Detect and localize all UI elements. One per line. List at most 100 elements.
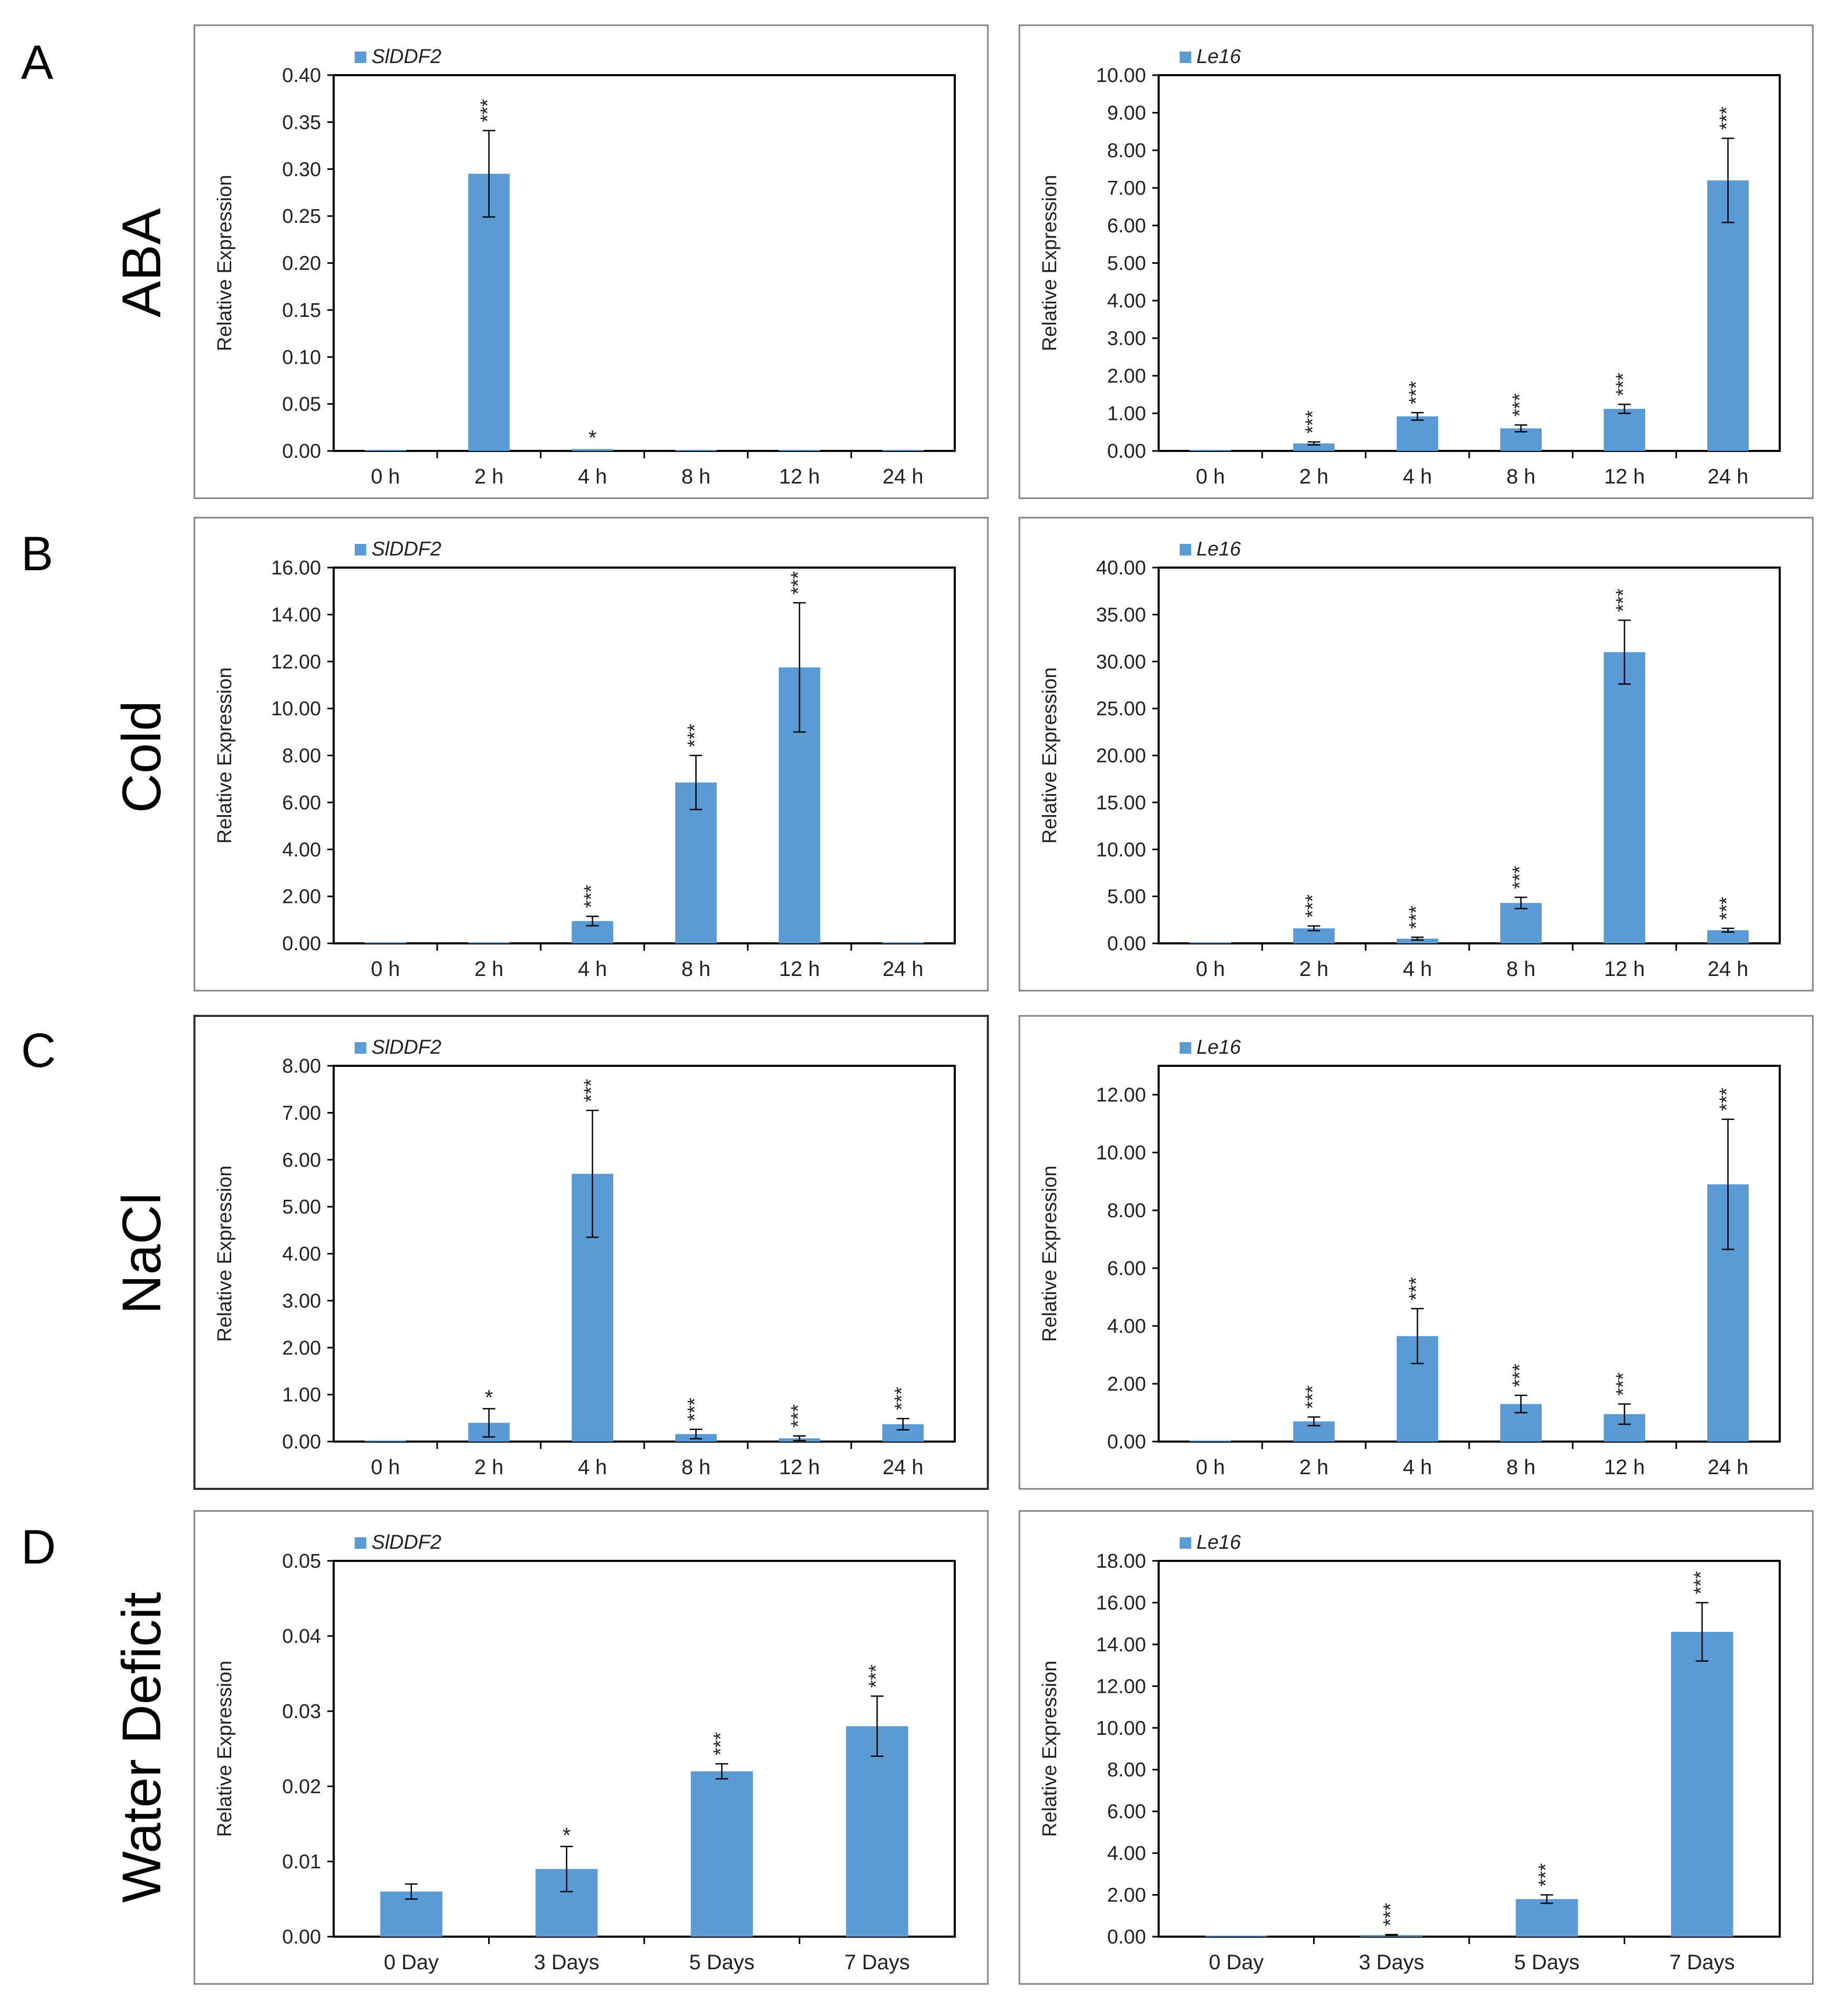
legend-label: SlDDF2 (371, 1036, 441, 1058)
panel-letter-b: B (21, 527, 53, 581)
x-tick-label: 0 h (371, 1456, 400, 1479)
y-tick-label: 0.10 (282, 346, 321, 368)
y-tick-label: 4.00 (282, 1243, 321, 1266)
significance-mark: *** (1379, 1903, 1401, 1927)
x-tick-label: 8 h (682, 1456, 711, 1479)
y-tick-label: 16.00 (271, 557, 321, 579)
y-tick-label: 0.02 (282, 1776, 321, 1798)
legend-swatch (1180, 1042, 1191, 1054)
y-axis-label: Relative Expression (1039, 1166, 1061, 1342)
y-tick-label: 18.00 (1096, 1550, 1146, 1572)
significance-mark: *** (1535, 1863, 1557, 1887)
y-tick-label: 20.00 (1096, 745, 1146, 767)
significance-mark: * (589, 426, 597, 449)
y-tick-label: 0.03 (282, 1701, 321, 1723)
x-tick-label: 0 h (371, 958, 400, 981)
x-tick-label: 2 h (474, 958, 504, 981)
chart-1: SlDDF2 0.00 0.05 0.10 0.15 0.20 0.25 0.30 0.35 0.… (193, 24, 989, 499)
x-tick-label: 0 Day (384, 1951, 439, 1974)
x-tick-label: 3 Days (534, 1951, 600, 1974)
y-tick-label: 10.00 (1096, 65, 1146, 87)
x-tick-label: 3 Days (1359, 1951, 1425, 1974)
x-tick-label: 7 Days (844, 1951, 910, 1974)
y-tick-label: 0.20 (282, 253, 321, 275)
y-tick-label: 14.00 (271, 604, 321, 626)
y-tick-label: 0.01 (282, 1851, 321, 1873)
x-tick-label: 4 h (578, 465, 607, 488)
y-tick-label: 0.04 (282, 1626, 321, 1648)
y-axis-label: Relative Expression (214, 175, 236, 352)
bar (779, 450, 820, 451)
y-tick-label: 0.00 (282, 1926, 321, 1948)
treatment-label-aba: ABA (111, 208, 172, 317)
y-tick-label: 10.00 (1096, 839, 1146, 861)
x-tick-label: 0 Day (1209, 1951, 1264, 1974)
y-tick-label: 1.00 (282, 1384, 321, 1406)
bar (572, 449, 613, 451)
bar (365, 450, 406, 451)
y-tick-label: 16.00 (1096, 1592, 1146, 1614)
legend-swatch (355, 52, 366, 63)
y-tick-label: 7.00 (1107, 178, 1146, 200)
y-tick-label: 2.00 (1107, 1373, 1146, 1395)
bar (882, 450, 924, 451)
legend-swatch (1180, 544, 1191, 556)
x-tick-label: 24 h (1708, 958, 1749, 981)
x-tick-label: 24 h (883, 958, 924, 981)
plot-area (333, 1065, 956, 1443)
y-axis-label: Relative Expression (214, 1661, 236, 1837)
y-tick-label: 4.00 (282, 839, 321, 861)
plot-area (1158, 567, 1781, 944)
x-tick-label: 2 h (474, 465, 504, 488)
chart-7: SlDDF2 0.00 0.01 0.02 0.03 0.04 0.05 Relative E… (193, 1510, 989, 1985)
legend-swatch (355, 544, 366, 556)
bar (1707, 180, 1749, 451)
y-tick-label: 30.00 (1096, 651, 1146, 673)
y-tick-label: 0.00 (1107, 440, 1146, 462)
y-tick-label: 6.00 (1107, 1801, 1146, 1823)
y-axis-label: Relative Expression (1039, 1661, 1061, 1837)
bar (1500, 903, 1542, 943)
x-tick-label: 4 h (1403, 465, 1432, 488)
y-tick-label: 8.00 (1107, 1759, 1146, 1781)
significance-mark: *** (684, 724, 706, 747)
y-tick-label: 15.00 (1096, 792, 1146, 814)
significance-mark: *** (865, 1664, 887, 1688)
y-tick-label: 6.00 (282, 1149, 321, 1171)
treatment-label-water-deficit: Water Deficit (111, 1592, 172, 1902)
bar (1397, 939, 1438, 943)
chart-2: Le16 0.00 1.00 2.00 3.00 4.00 5.00 6.00 7.00 8.00… (1018, 24, 1814, 499)
x-tick-label: 12 h (1604, 1456, 1645, 1479)
plot-area (1158, 74, 1781, 452)
y-tick-label: 0.00 (1107, 933, 1146, 955)
legend-label: Le16 (1196, 46, 1241, 68)
bar (1205, 1936, 1267, 1937)
x-tick-label: 8 h (682, 958, 711, 981)
significance-mark: *** (1406, 381, 1428, 405)
y-tick-label: 0.30 (282, 159, 321, 181)
significance-mark: * (562, 1824, 571, 1847)
bar (1671, 1632, 1733, 1937)
y-tick-label: 0.35 (282, 111, 321, 133)
panel-letter-d: D (21, 1520, 56, 1574)
legend-label: Le16 (1196, 538, 1241, 560)
y-tick-label: 6.00 (1107, 215, 1146, 237)
y-tick-label: 8.00 (1107, 1200, 1146, 1222)
significance-mark: *** (1613, 589, 1635, 612)
y-tick-label: 12.00 (271, 651, 321, 673)
x-tick-label: 2 h (1299, 1456, 1329, 1479)
legend-label: Le16 (1196, 1531, 1241, 1554)
legend-swatch (1180, 1537, 1191, 1549)
y-tick-label: 5.00 (1107, 886, 1146, 908)
chart-6: Le16 0.00 2.00 4.00 6.00 8.00 10.00 12.00 Relati… (1018, 1015, 1814, 1490)
y-tick-label: 5.00 (1107, 253, 1146, 275)
significance-mark: *** (788, 571, 810, 595)
bar (468, 942, 510, 943)
y-tick-label: 4.00 (1107, 1843, 1146, 1865)
x-tick-label: 8 h (1506, 958, 1536, 981)
significance-mark: *** (581, 884, 603, 908)
significance-mark: *** (1613, 1372, 1635, 1396)
y-axis-label: Relative Expression (1039, 667, 1061, 844)
x-tick-label: 5 Days (689, 1951, 755, 1974)
